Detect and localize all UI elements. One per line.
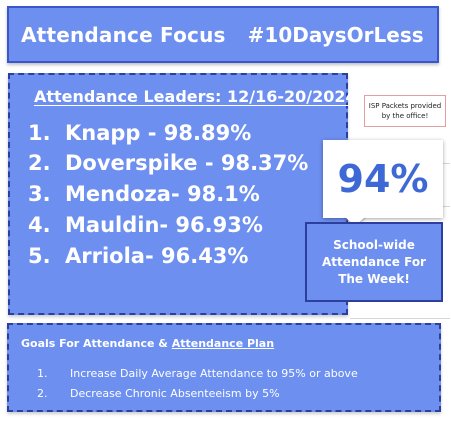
leader-rank: 2. xyxy=(28,151,51,175)
callout-pointer xyxy=(344,216,366,226)
leader-name-percent: Mendoza- 98.1% xyxy=(65,182,260,206)
school-wide-percent-callout: 94% xyxy=(323,140,443,218)
school-wide-caption: School-wide Attendance For The Week! xyxy=(322,237,426,286)
header-banner: Attendance Focus #10DaysOrLess xyxy=(7,6,439,63)
leader-item: 1. Knapp - 98.89% xyxy=(28,117,251,149)
school-wide-caption-box: School-wide Attendance For The Week! xyxy=(305,222,443,302)
leader-item: 2. Doverspike - 98.37% xyxy=(28,147,308,179)
grid-line xyxy=(350,318,450,319)
leader-name-percent: Mauldin- 96.93% xyxy=(65,213,263,237)
attendance-plan-link[interactable]: Attendance Plan xyxy=(171,337,275,350)
goal-text: Decrease Chronic Absenteeism by 5% xyxy=(70,387,280,400)
goal-number: 1. xyxy=(37,367,48,380)
leaders-title: Attendance Leaders: 12/16-20/2024 xyxy=(34,87,357,106)
leader-item: 5. Arriola- 96.43% xyxy=(28,240,248,272)
header-hashtag: #10DaysOrLess xyxy=(247,22,424,47)
leader-name-percent: Doverspike - 98.37% xyxy=(65,151,309,175)
goal-item: 1. Increase Daily Average Attendance to … xyxy=(37,367,358,380)
leader-name-percent: Arriola- 96.43% xyxy=(65,244,249,268)
goal-item: 2. Decrease Chronic Absenteeism by 5% xyxy=(37,387,280,400)
leader-item: 3. Mendoza- 98.1% xyxy=(28,178,260,210)
leader-rank: 1. xyxy=(28,121,51,145)
leader-rank: 3. xyxy=(28,182,51,206)
leader-name-percent: Knapp - 98.89% xyxy=(65,121,252,145)
goal-number: 2. xyxy=(37,387,48,400)
goals-heading: Goals For Attendance & Attendance Plan xyxy=(21,337,274,350)
attendance-leaders-panel: Attendance Leaders: 12/16-20/2024 1. Kna… xyxy=(8,73,357,315)
isp-packets-note: ISP Packets provided by the office! xyxy=(364,95,446,127)
goals-panel: Goals For Attendance & Attendance Plan 1… xyxy=(7,323,441,412)
leader-rank: 4. xyxy=(28,213,51,237)
leader-item: 4. Mauldin- 96.93% xyxy=(28,209,263,241)
isp-note-line-2: by the office! xyxy=(381,112,429,120)
isp-note-line-1: ISP Packets provided xyxy=(368,102,442,110)
header-title: Attendance Focus xyxy=(21,22,226,47)
goals-heading-prefix: Goals For Attendance & xyxy=(21,337,172,350)
goal-text: Increase Daily Average Attendance to 95%… xyxy=(70,367,358,380)
leader-rank: 5. xyxy=(28,244,51,268)
school-wide-percent: 94% xyxy=(337,157,429,201)
